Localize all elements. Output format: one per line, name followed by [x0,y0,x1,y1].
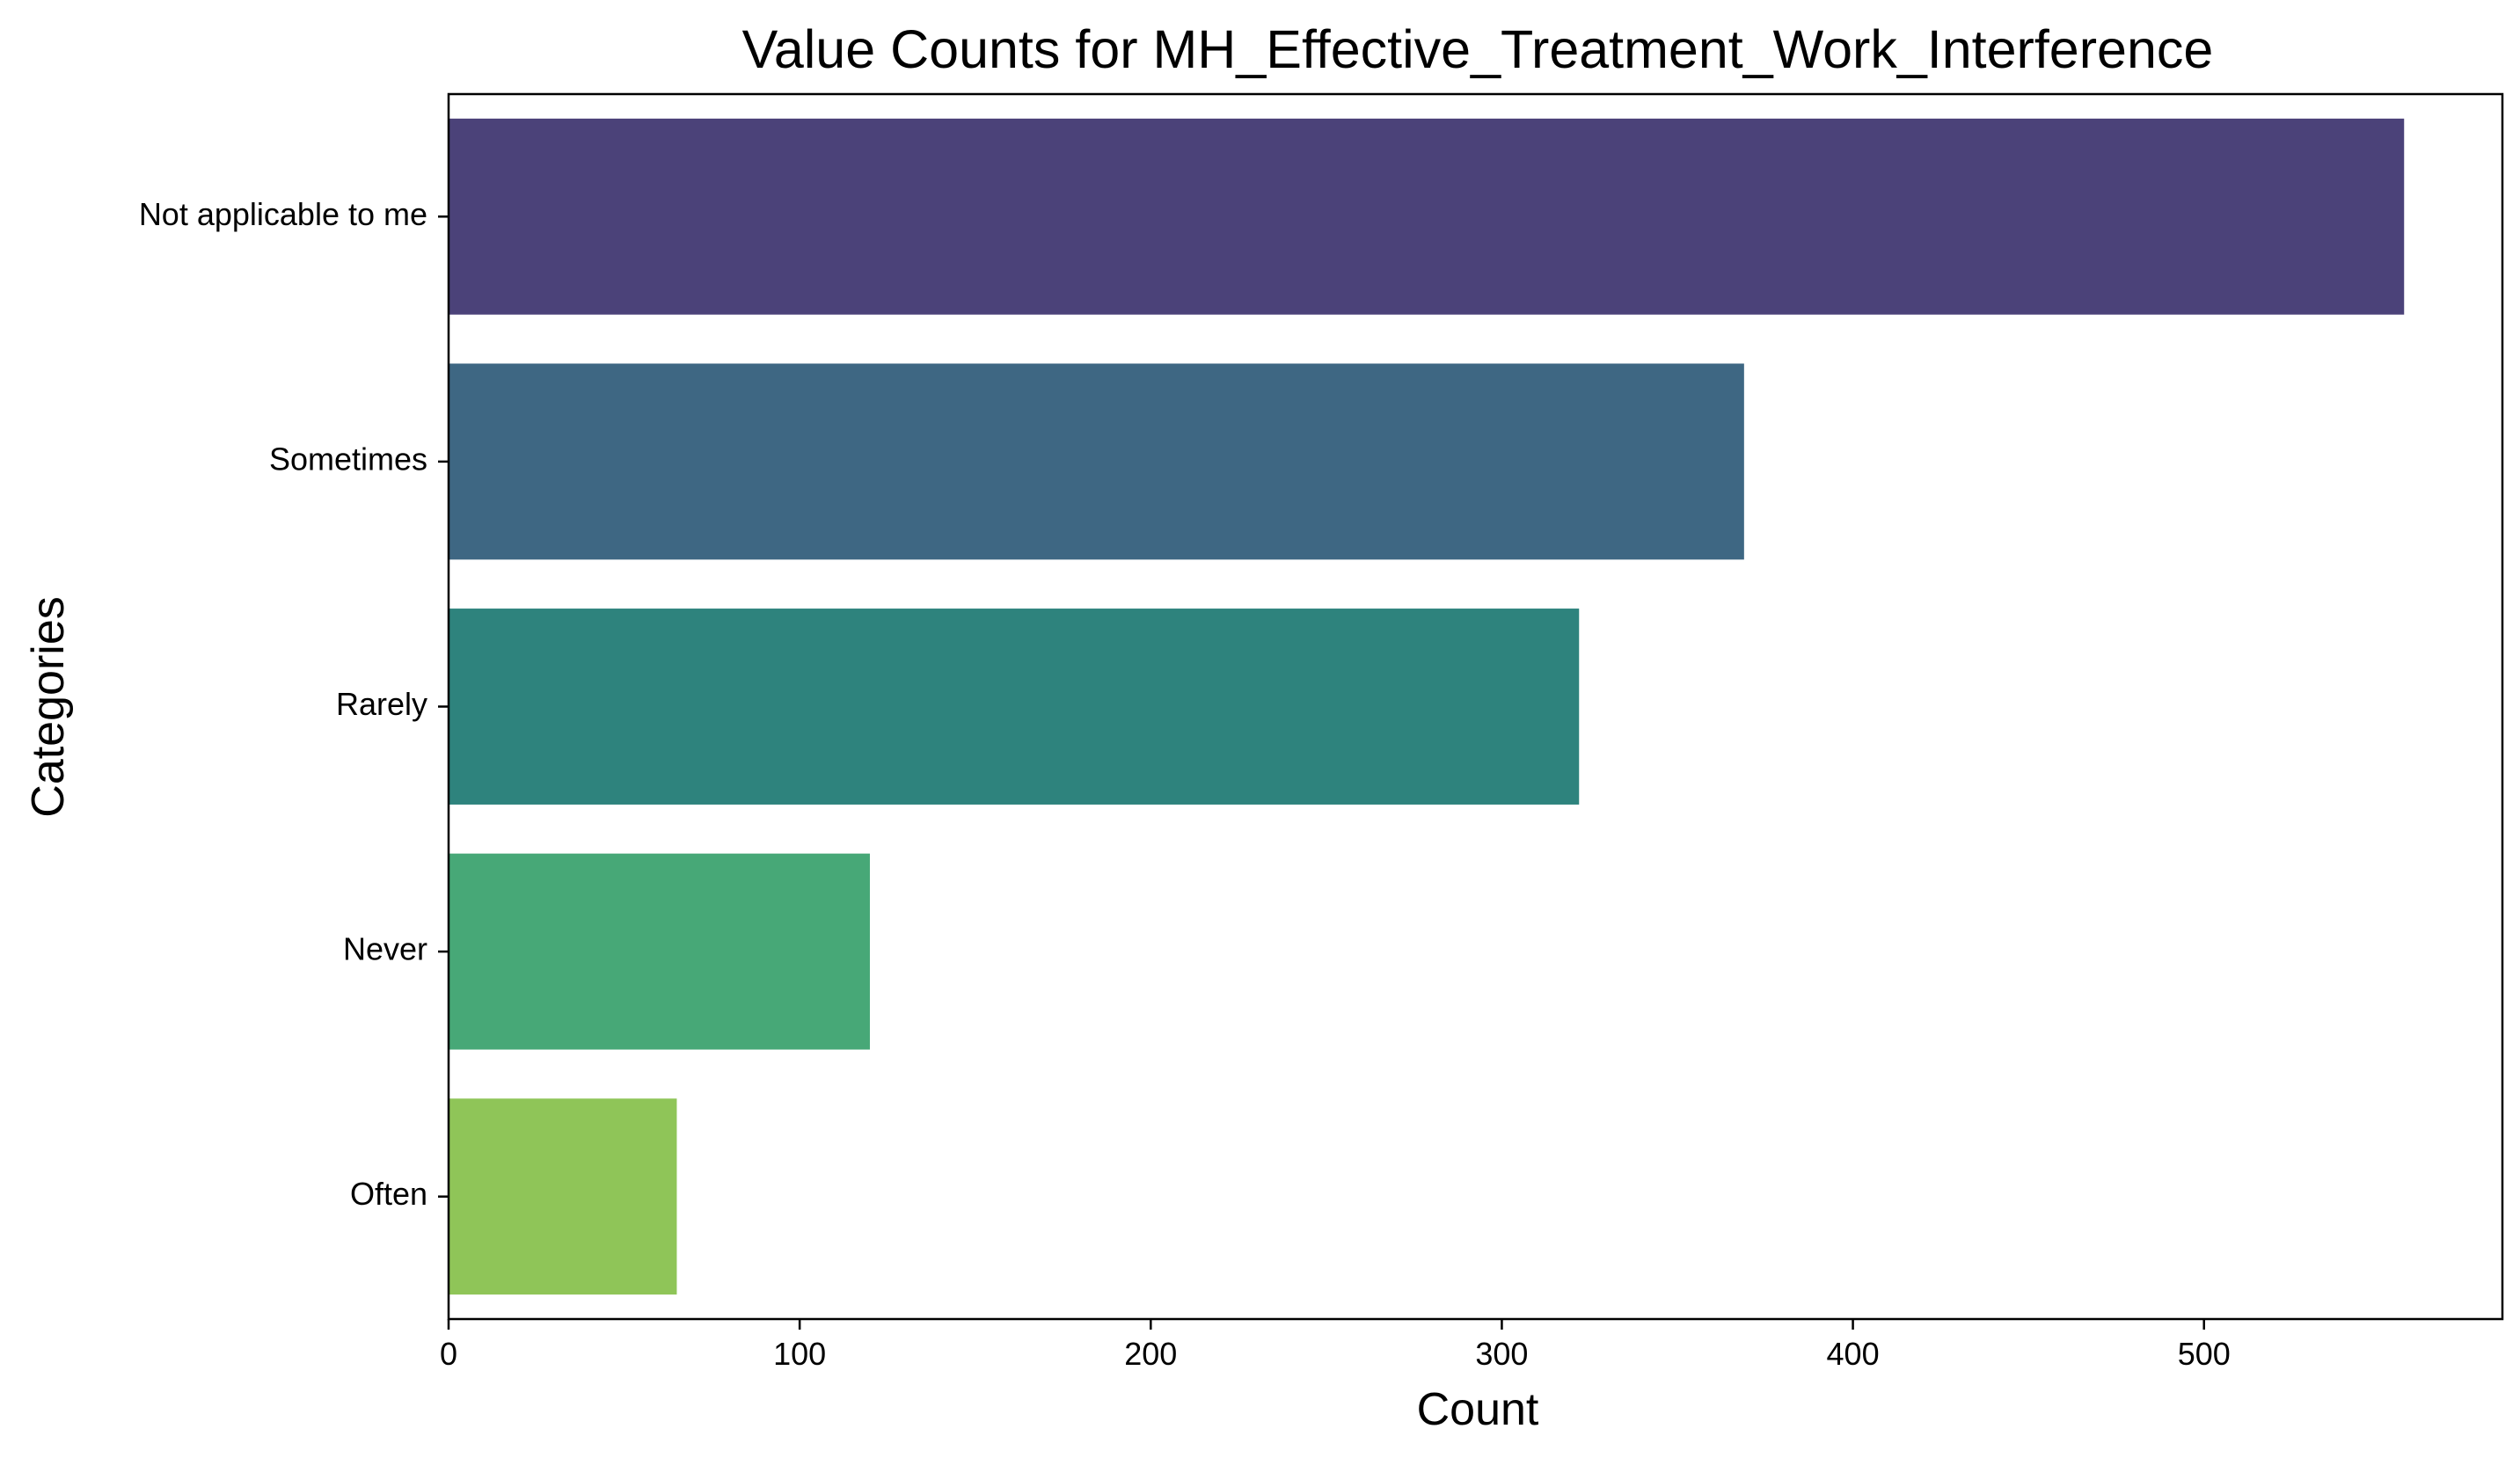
y-tick-label: Often [350,1176,427,1212]
y-axis-ticks: Not applicable to me Sometimes Rarely Never… [139,196,449,1212]
y-tick-label: Rarely [336,686,427,722]
x-tick-label: 0 [440,1336,457,1372]
bar-never [449,853,870,1050]
y-tick-label: Sometimes [269,441,427,477]
x-tick-label: 100 [773,1336,826,1372]
plot-area-frame [447,92,2504,1321]
bar-not-applicable-to-me [449,118,2405,315]
bar-rarely [449,609,1580,805]
x-axis-title: Count [1417,1384,1539,1435]
x-tick-label: 200 [1124,1336,1177,1372]
x-tick-label: 500 [2178,1336,2231,1372]
x-tick-label: 300 [1475,1336,1528,1372]
y-tick-label: Not applicable to me [139,196,427,232]
y-axis-title: Categories [23,596,74,817]
x-axis-ticks: 0 100 200 300 400 500 [440,1319,2231,1372]
bar-often [449,1098,677,1295]
x-tick-label: 400 [1827,1336,1880,1372]
bar-sometimes [449,363,1744,560]
chart-title: Value Counts for MH_Effective_Treatment_… [742,19,2214,79]
y-tick-label: Never [343,931,427,967]
bars-group [449,118,2405,1295]
